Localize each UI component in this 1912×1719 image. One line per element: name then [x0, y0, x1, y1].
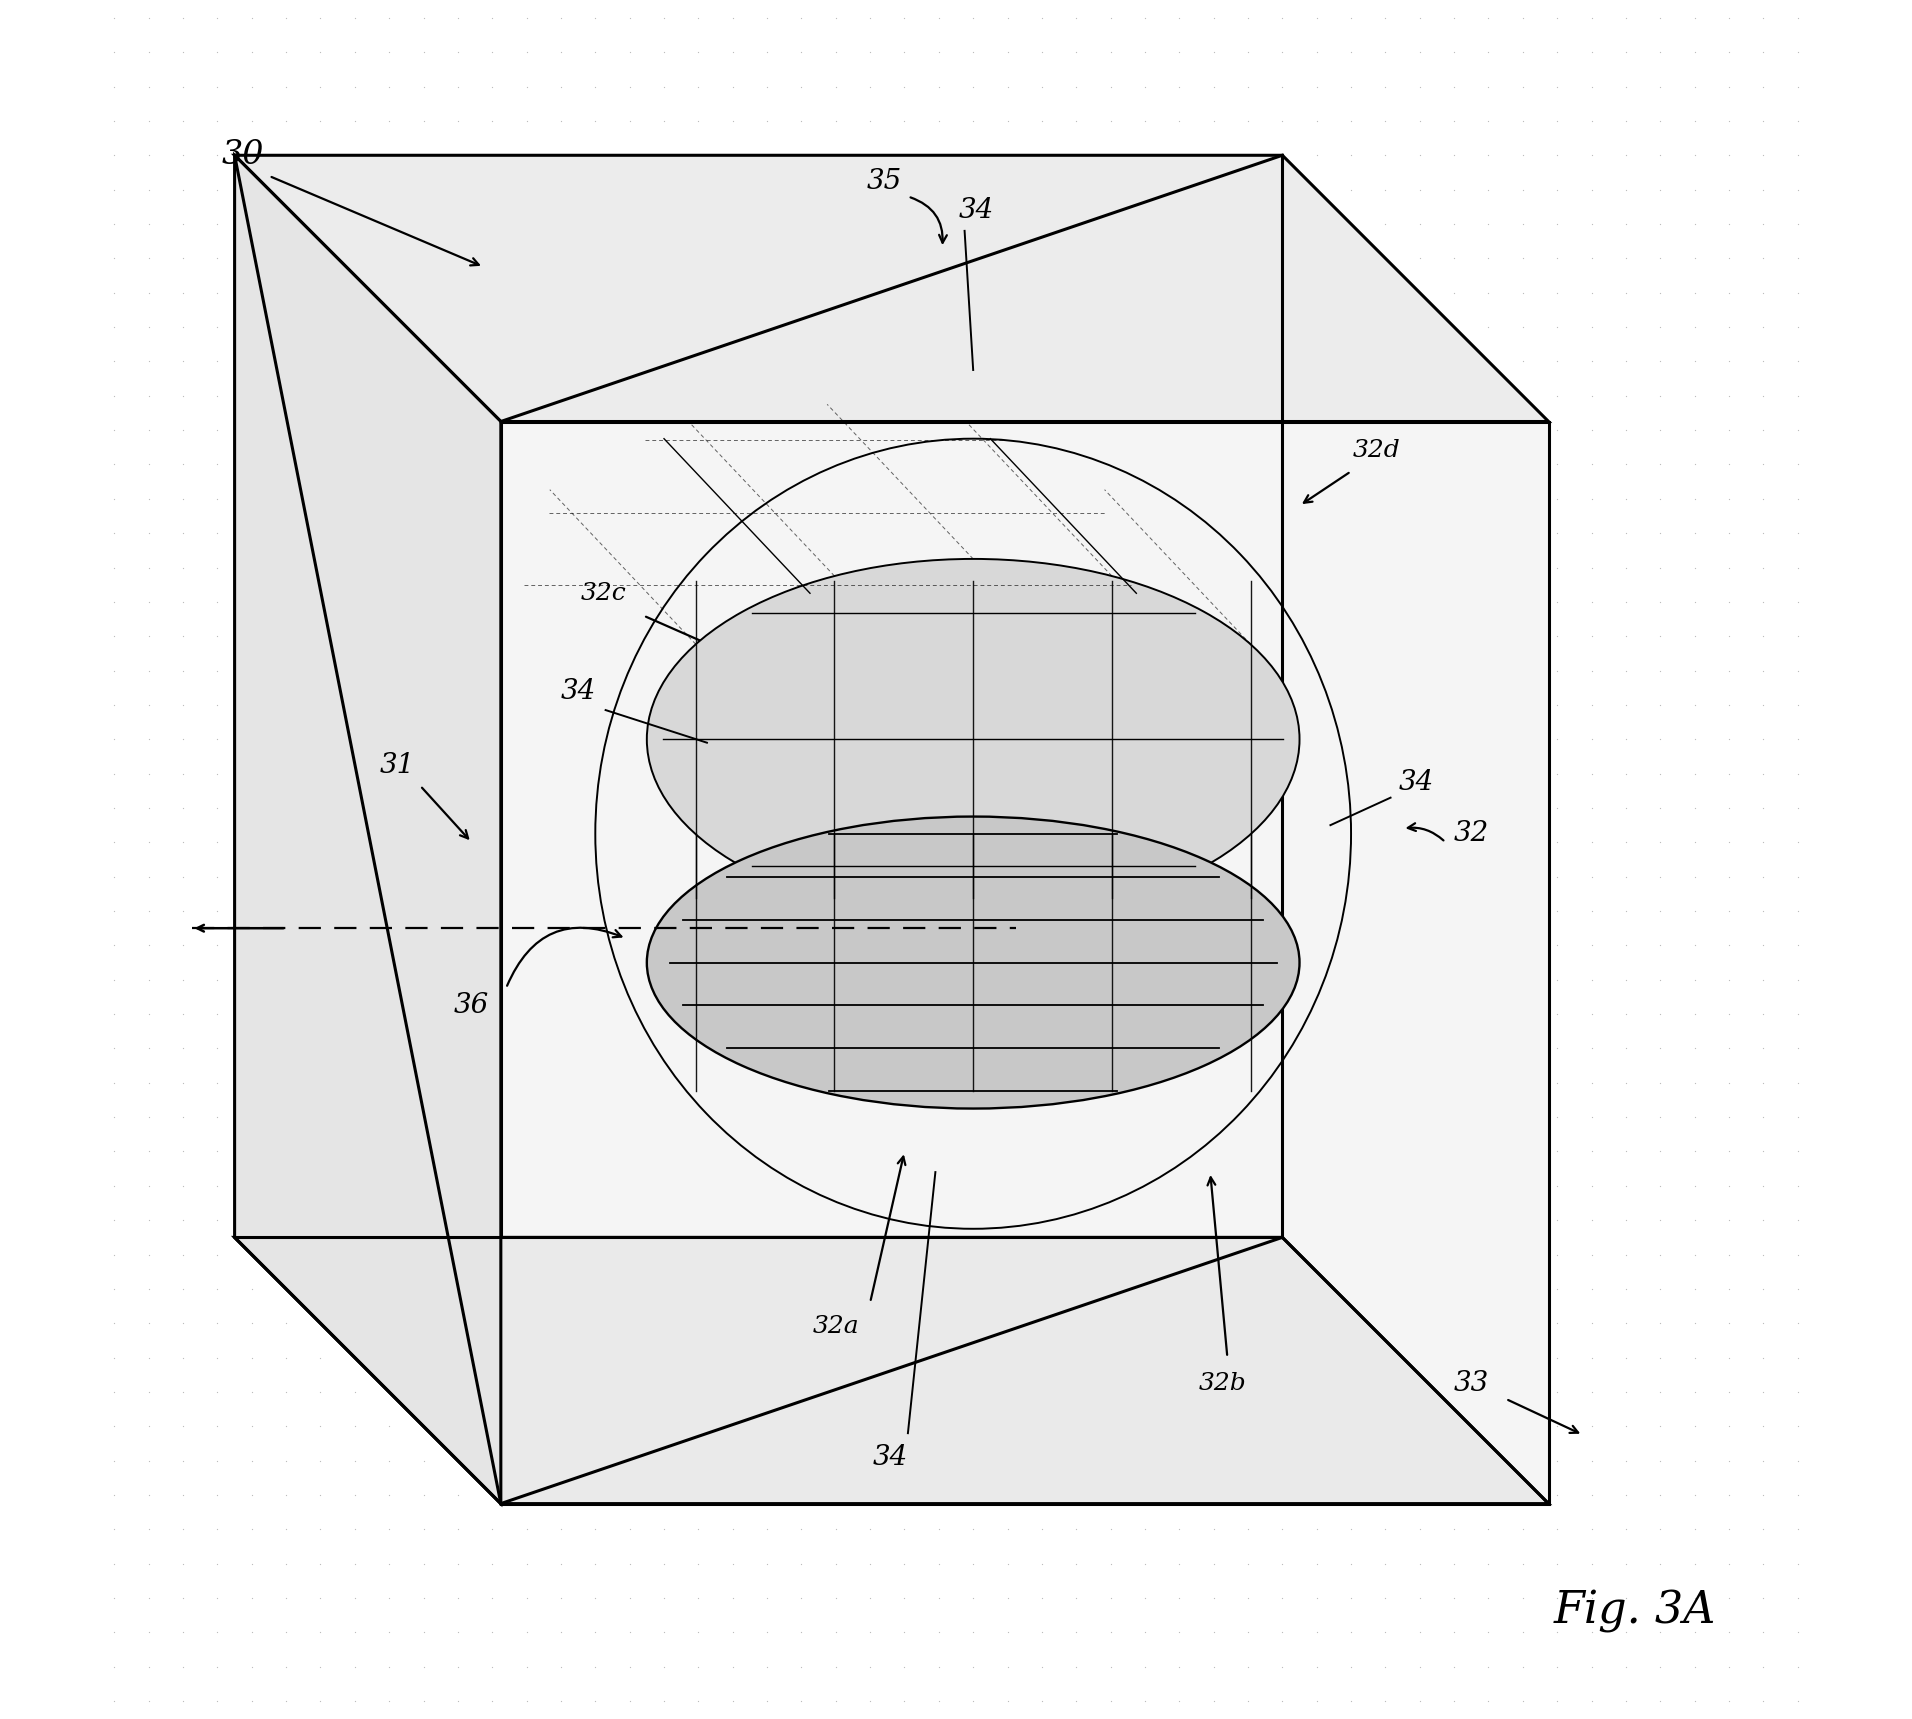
Text: 31: 31: [380, 751, 415, 779]
Polygon shape: [235, 155, 1549, 421]
Polygon shape: [235, 155, 501, 1504]
Text: 32b: 32b: [1199, 1372, 1247, 1394]
Ellipse shape: [646, 559, 1300, 920]
Text: 34: 34: [960, 196, 994, 223]
Text: 30: 30: [222, 139, 264, 172]
Text: 35: 35: [866, 167, 901, 194]
Text: 32d: 32d: [1354, 440, 1401, 462]
Text: 32a: 32a: [813, 1315, 858, 1337]
Ellipse shape: [646, 817, 1300, 1109]
Text: Fig. 3A: Fig. 3A: [1553, 1590, 1715, 1633]
Text: 36: 36: [453, 992, 489, 1019]
Text: 32c: 32c: [581, 581, 627, 605]
Text: 32: 32: [1453, 820, 1489, 847]
Text: 34: 34: [560, 677, 597, 705]
Text: 33: 33: [1453, 1370, 1489, 1398]
Polygon shape: [501, 421, 1549, 1504]
Text: 34: 34: [874, 1444, 908, 1471]
Text: 34: 34: [1400, 768, 1434, 796]
Polygon shape: [235, 1238, 1549, 1504]
